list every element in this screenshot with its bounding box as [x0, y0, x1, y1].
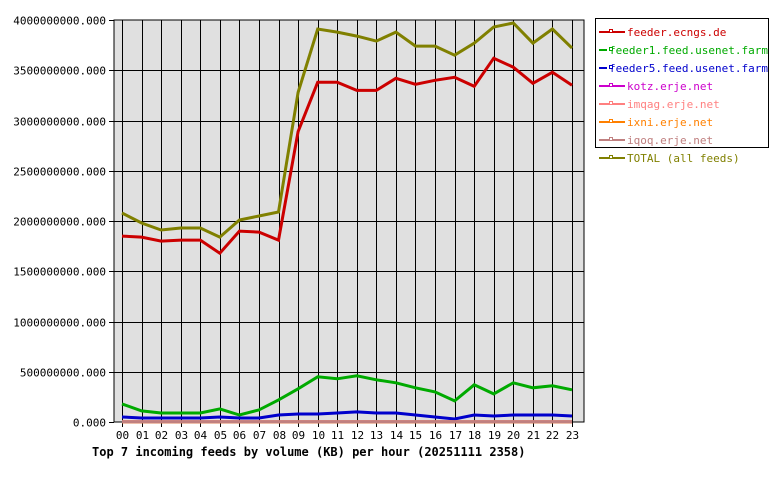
legend-label: TOTAL (all feeds): [627, 151, 740, 165]
legend-line-marker-icon: [599, 63, 613, 73]
legend-line-marker-icon: [599, 99, 625, 109]
x-tick-label: 13: [370, 429, 383, 442]
legend: feeder.ecngs.de feeder1.feed.usenet.farm f…: [595, 18, 769, 165]
x-tick-label: 02: [155, 429, 168, 442]
legend-item: feeder.ecngs.de: [596, 23, 768, 41]
legend-label: feeder1.feed.usenet.farm: [609, 43, 768, 57]
series-line-feeder-ecngs-de: [121, 56, 573, 256]
x-tick-label: 09: [292, 429, 305, 442]
x-tick-label: 21: [527, 429, 540, 442]
y-tick-label: 3000000000.000: [13, 116, 106, 129]
x-axis: 00 01 02 03 04 05 06 07 08 09 10 11 12 13 14 15 16 17 18 19…: [116, 422, 579, 442]
legend-item: feeder5.feed.usenet.farm: [596, 59, 768, 77]
legend-item: kotz.erje.net: [596, 77, 768, 95]
legend-label: iqoq.erje.net: [627, 133, 714, 147]
legend-item: TOTAL (all feeds): [596, 149, 768, 167]
x-tick-label: 22: [546, 429, 559, 442]
y-tick-label: 2500000000.000: [13, 166, 106, 179]
data-series: [121, 21, 574, 424]
x-tick-label: 19: [488, 429, 501, 442]
legend-line-marker-icon: [599, 135, 625, 145]
legend-label: kotz.erje.net: [627, 79, 714, 93]
legend-item: iqoq.erje.net: [596, 131, 768, 149]
y-tick-label: 4000000000.000: [13, 15, 106, 28]
x-tick-label: 18: [468, 429, 481, 442]
series-line-feeder5-feed-usenet-farm: [121, 410, 573, 421]
legend-line-marker-icon: [599, 153, 625, 163]
x-tick-label: 17: [449, 429, 462, 442]
legend-label: imqag.erje.net: [627, 97, 720, 111]
x-tick-label: 10: [312, 429, 325, 442]
series-line-feeder1-feed-usenet-farm: [121, 374, 573, 417]
grid-lines: [114, 20, 584, 422]
x-tick-label: 03: [175, 429, 188, 442]
x-tick-label: 08: [273, 429, 286, 442]
x-tick-label: 16: [429, 429, 442, 442]
series-line-total-all-feeds-: [121, 21, 574, 239]
y-tick-label: 2000000000.000: [13, 216, 106, 229]
x-tick-label: 00: [116, 429, 129, 442]
legend-label: feeder5.feed.usenet.farm: [609, 61, 768, 75]
x-tick-label: 01: [136, 429, 149, 442]
legend-item: feeder1.feed.usenet.farm: [596, 41, 768, 59]
y-tick-label: 0.000: [73, 417, 106, 430]
legend-line-marker-icon: [599, 81, 625, 91]
x-tick-label: 14: [390, 429, 404, 442]
x-tick-label: 04: [194, 429, 208, 442]
x-tick-label: 15: [409, 429, 422, 442]
x-tick-label: 05: [214, 429, 227, 442]
legend-line-marker-icon: [599, 117, 625, 127]
y-axis: 0.000 500000000.000 1000000000.000 15000000…: [13, 15, 114, 430]
x-tick-label: 07: [253, 429, 266, 442]
legend-label: ixni.erje.net: [627, 115, 714, 129]
legend-item: imqag.erje.net: [596, 95, 768, 113]
legend-line-marker-icon: [599, 27, 625, 37]
x-tick-label: 23: [566, 429, 579, 442]
legend-item: ixni.erje.net: [596, 113, 768, 131]
x-tick-label: 20: [507, 429, 520, 442]
y-tick-label: 1500000000.000: [13, 266, 106, 279]
legend-label: feeder.ecngs.de: [627, 25, 727, 39]
x-tick-label: 06: [233, 429, 246, 442]
x-tick-label: 11: [331, 429, 344, 442]
y-tick-label: 3500000000.000: [13, 65, 106, 78]
legend-line-marker-icon: [599, 45, 613, 55]
x-tick-label: 12: [351, 429, 364, 442]
y-tick-label: 1000000000.000: [13, 317, 106, 330]
y-tick-label: 500000000.000: [20, 367, 106, 380]
chart-title: Top 7 incoming feeds by volume (KB) per …: [92, 445, 525, 459]
